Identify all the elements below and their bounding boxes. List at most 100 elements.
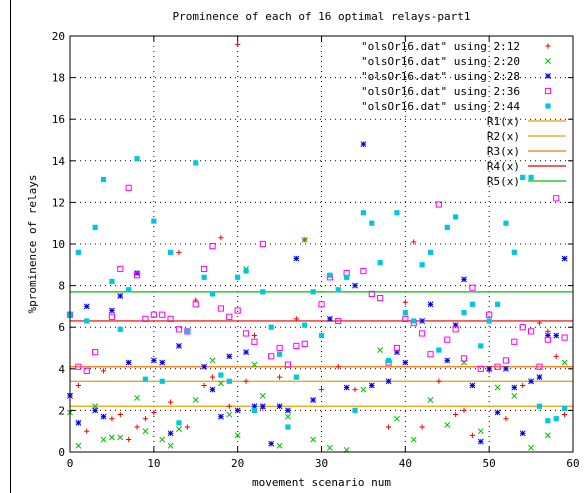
data-point xyxy=(494,363,501,370)
data-point xyxy=(218,235,224,241)
data-point xyxy=(150,311,157,318)
data-point xyxy=(193,160,199,166)
data-point xyxy=(545,43,551,49)
data-point xyxy=(117,411,123,418)
data-point xyxy=(544,332,551,339)
data-point xyxy=(453,411,459,418)
data-point xyxy=(125,184,132,191)
data-point xyxy=(92,224,98,230)
y-tick-label: 16 xyxy=(52,113,65,126)
data-point xyxy=(544,432,551,439)
data-point xyxy=(360,210,367,216)
data-point xyxy=(419,262,425,268)
data-point xyxy=(209,386,216,393)
data-point xyxy=(150,357,157,364)
data-point xyxy=(561,334,568,341)
legend-label: R3(x) xyxy=(487,145,520,158)
data-point xyxy=(84,318,90,324)
legend-entry: R2(x) xyxy=(487,130,566,143)
data-point xyxy=(168,399,174,405)
data-point xyxy=(217,413,224,420)
data-point xyxy=(352,407,358,413)
y-tick-label: 6 xyxy=(58,321,65,334)
data-point xyxy=(520,174,526,181)
data-point xyxy=(511,249,517,255)
data-point xyxy=(561,359,568,366)
data-point xyxy=(167,315,174,322)
data-point xyxy=(368,290,375,298)
data-point xyxy=(410,436,417,443)
data-point xyxy=(402,310,408,316)
data-point xyxy=(100,368,107,374)
data-point xyxy=(393,349,400,356)
data-point xyxy=(167,430,174,437)
y-tick-label: 8 xyxy=(58,280,65,293)
data-point xyxy=(235,41,241,47)
data-point xyxy=(285,413,291,420)
data-point xyxy=(134,424,140,430)
left-border-rule xyxy=(10,0,11,493)
data-point xyxy=(302,322,308,328)
data-point xyxy=(151,409,157,416)
data-point xyxy=(117,293,124,299)
legend-entry: "olsOr16.dat" using 2:12 xyxy=(361,40,551,53)
data-point xyxy=(151,218,157,224)
x-tick-label: 20 xyxy=(231,457,244,470)
data-point xyxy=(117,326,123,332)
axis-ticks: 0 10 20 30 40 50 60 0 2 4 6 8 10 12 14 16 18 20 xyxy=(52,30,580,470)
chart-title: Prominence of each of 16 optimal relays-… xyxy=(172,10,470,23)
data-point xyxy=(126,436,132,443)
data-point xyxy=(285,407,291,414)
x-tick-label: 60 xyxy=(566,457,579,470)
y-tick-label: 10 xyxy=(52,238,65,251)
data-point xyxy=(553,416,559,422)
data-point xyxy=(544,336,551,343)
legend-label: "olsOr16.dat" using 2:44 xyxy=(361,100,520,113)
x-tick-label: 30 xyxy=(315,457,328,470)
data-point xyxy=(134,270,141,277)
data-point xyxy=(142,376,149,382)
data-point xyxy=(125,359,132,366)
data-point xyxy=(301,236,308,243)
data-point xyxy=(134,394,141,401)
data-point xyxy=(226,411,233,418)
data-point xyxy=(335,364,341,370)
data-point xyxy=(327,272,333,278)
data-point xyxy=(268,440,275,447)
data-point xyxy=(528,378,535,385)
data-point xyxy=(168,249,174,255)
y-tick-label: 20 xyxy=(52,30,65,43)
data-point xyxy=(444,336,451,343)
data-point xyxy=(536,403,543,409)
data-point xyxy=(326,444,333,451)
data-point xyxy=(344,274,350,280)
data-point xyxy=(176,249,182,255)
data-point xyxy=(184,424,190,430)
data-point xyxy=(360,141,367,148)
y-tick-label: 4 xyxy=(58,363,65,376)
data-point xyxy=(419,424,425,430)
data-point xyxy=(502,365,509,372)
data-point xyxy=(436,347,442,353)
data-point xyxy=(126,287,132,293)
data-point xyxy=(360,386,367,393)
data-point xyxy=(519,430,526,437)
y-tick-label: 2 xyxy=(58,404,65,417)
legend-entry: "olsOr16.dat" using 2:36 xyxy=(361,85,552,98)
data-point xyxy=(536,363,543,370)
y-tick-label: 12 xyxy=(52,196,65,209)
data-point xyxy=(562,411,568,418)
data-point xyxy=(293,255,300,262)
data-point xyxy=(301,340,308,347)
data-point xyxy=(184,328,190,334)
legend-entry: R5(x) xyxy=(487,175,566,188)
data-point xyxy=(159,378,165,384)
data-points xyxy=(66,41,568,453)
data-point xyxy=(100,413,107,420)
data-point xyxy=(192,301,199,308)
y-tick-label: 18 xyxy=(52,72,65,85)
data-point xyxy=(176,342,182,349)
y-tick-label: 0 xyxy=(58,446,65,459)
data-point xyxy=(259,392,266,399)
data-point xyxy=(561,255,568,262)
